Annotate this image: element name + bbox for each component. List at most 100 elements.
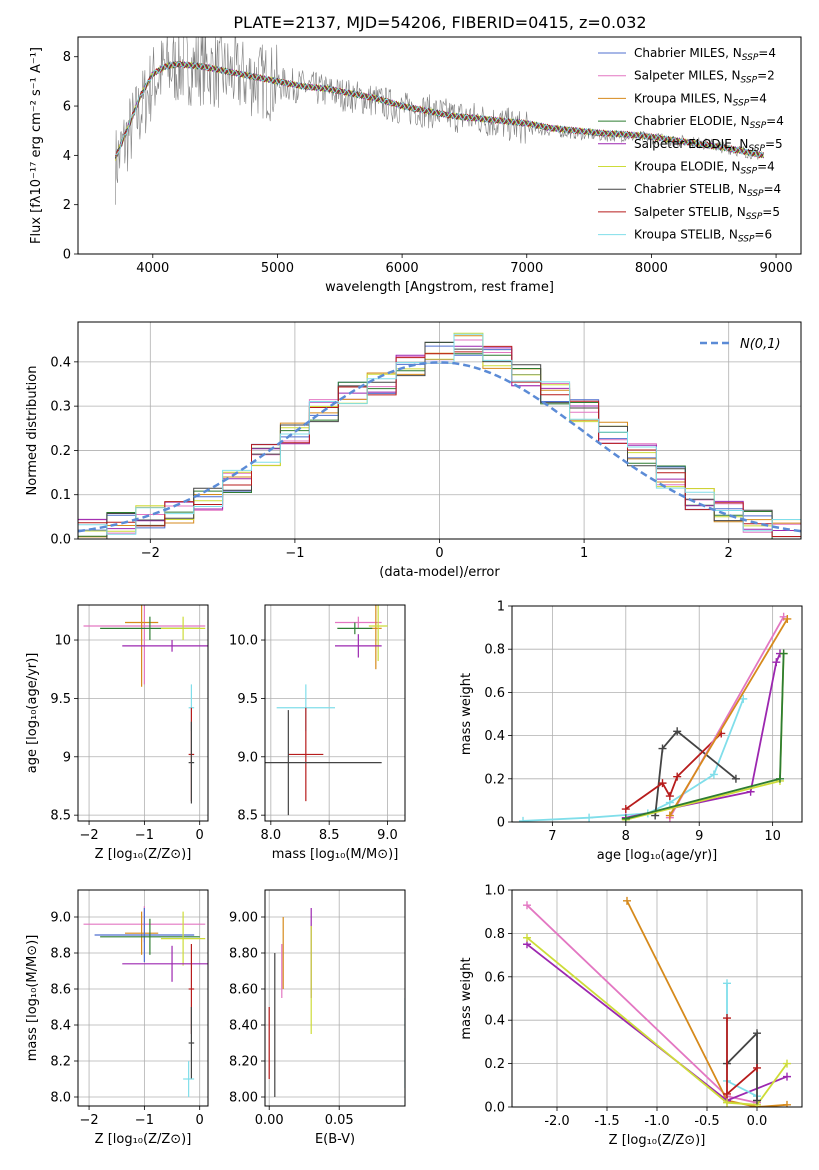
legend-label: Chabrier ELODIE, NSSP=4 [634, 114, 784, 131]
mass-vs-extinction-plot: 0.00 0.05 8.00 8.20 8.40 8.60 8.80 9.00 E(B-V) [229, 889, 406, 1147]
y-tick-label: 8.8 [50, 947, 71, 962]
errorbar-group [265, 605, 388, 816]
y-tick-label: 2 [63, 198, 71, 213]
x-axis-label: Z [log₁₀(Z/Z⊙)] [95, 847, 192, 862]
plus-marker [775, 774, 784, 783]
legend-value: =5 [765, 137, 783, 151]
plus-marker [739, 694, 748, 703]
x-tick-label: -0.5 [694, 1114, 719, 1129]
plus-marker [779, 649, 788, 658]
axes-frame [77, 604, 209, 822]
mass-weight-series-line [726, 983, 758, 1098]
mass-weight-series-line [625, 653, 785, 821]
axes-frame [77, 36, 802, 255]
y-tick-label: 9.5 [50, 692, 71, 707]
axes-frame [511, 889, 803, 1108]
x-tick-label: −2 [79, 828, 98, 843]
plus-marker [723, 1014, 731, 1023]
y-axis-label: mass [log₁₀(M/M⊙)] [25, 935, 40, 1062]
y-tick-label: 0.2 [50, 444, 71, 459]
y-tick-label: 8.0 [50, 1091, 71, 1106]
legend-label: Kroupa STELIB, NSSP=6 [634, 228, 772, 245]
x-tick-label: −2 [79, 1113, 98, 1128]
legend-subscript: SSP [748, 144, 765, 154]
mass-weight-series-line [625, 653, 785, 820]
x-axis-label: (data-model)/error [379, 565, 500, 580]
legend-label: Salpeter STELIB, NSSP=5 [634, 205, 780, 222]
plus-marker [621, 805, 630, 814]
y-tick-label: 8.5 [50, 809, 71, 824]
y-tick-label: 4 [63, 149, 71, 164]
y-tick-label: 1 [497, 600, 505, 615]
x-tick-label: 0.0 [747, 1114, 768, 1129]
legend-value: =4 [758, 46, 776, 60]
y-tick-label: 1.0 [484, 884, 505, 899]
x-tick-label: -1.0 [644, 1114, 669, 1129]
mass-weight-series-line [526, 937, 788, 1106]
plus-marker [723, 1089, 731, 1098]
x-tick-label: −1 [135, 828, 154, 843]
plus-marker [731, 774, 740, 783]
x-tick-label: 9.0 [377, 828, 398, 843]
legend-name: Chabrier STELIB, N [634, 182, 747, 196]
x-tick-label: 8.0 [260, 828, 281, 843]
x-tick-label: 2 [725, 546, 733, 561]
y-tick-label: 10.0 [229, 634, 258, 649]
x-tick-label: 8 [622, 829, 630, 844]
x-tick-label: 9 [695, 829, 703, 844]
x-tick-label: −1 [285, 546, 304, 561]
y-tick-label: 8.5 [237, 809, 258, 824]
axes-frame [264, 889, 406, 1107]
legend-name: Salpeter STELIB, N [634, 205, 746, 219]
plus-marker [658, 744, 667, 753]
legend-subscript: SSP [733, 98, 750, 108]
legend-name: Chabrier ELODIE, N [634, 114, 750, 128]
y-tick-label: 10 [54, 634, 71, 649]
legend-label: Kroupa ELODIE, NSSP=4 [634, 160, 775, 177]
plus-marker [709, 770, 718, 779]
errorbar-group [268, 908, 405, 1097]
legend-value: =6 [754, 228, 772, 242]
y-tick-label: 0.8 [484, 643, 505, 658]
plus-marker [523, 901, 531, 910]
y-tick-label: 0.2 [484, 772, 505, 787]
x-tick-label: 1 [580, 546, 588, 561]
plus-marker [658, 779, 667, 788]
residual-distribution-plot: −2 −1 0 1 2 0.0 0.1 0.2 0.3 0.4 (data-model)/error… [25, 321, 802, 580]
legend-name: Kroupa STELIB, N [634, 228, 738, 242]
x-tick-label: 0 [435, 546, 443, 561]
plus-marker [723, 979, 731, 988]
legend-subscript: SSP [738, 235, 755, 245]
plus-marker [673, 727, 682, 736]
legend-label: Salpeter ELODIE, NSSP=5 [634, 137, 783, 154]
legend-label: Chabrier MILES, NSSP=4 [634, 46, 776, 63]
plus-marker [783, 1100, 791, 1107]
axes-frame [77, 889, 209, 1107]
y-axis-label: mass weight [459, 673, 474, 755]
x-tick-label: 0 [196, 828, 204, 843]
errorbar-group [83, 906, 208, 1097]
plus-marker [723, 1098, 731, 1107]
model-fit-line [115, 61, 764, 157]
y-tick-label: 9.00 [229, 911, 258, 926]
observed-spectrum-line [115, 37, 764, 205]
plus-marker [753, 1096, 761, 1105]
axes-frame [264, 604, 406, 822]
legend-subscript: SSP [746, 212, 763, 222]
mass-weight-vs-age-plot: 7 8 9 10 0 0.2 0.4 0.6 0.8 1 age [log₁₀(age/yr)] ma… [459, 600, 803, 863]
x-axis-label: wavelength [Angstrom, rest frame] [325, 280, 554, 295]
x-tick-label: −1 [135, 1113, 154, 1128]
x-tick-label: 5000 [261, 261, 294, 276]
y-tick-label: 0.8 [484, 927, 505, 942]
y-tick-label: 0 [63, 248, 71, 263]
y-tick-label: 6 [63, 100, 71, 115]
x-axis-label: age [log₁₀(age/yr)] [597, 848, 718, 863]
x-tick-label: 6000 [386, 261, 419, 276]
legend-subscript: SSP [741, 76, 758, 86]
mass-weight-lines [523, 896, 791, 1107]
plus-marker [772, 658, 781, 667]
plus-marker [753, 1029, 761, 1038]
